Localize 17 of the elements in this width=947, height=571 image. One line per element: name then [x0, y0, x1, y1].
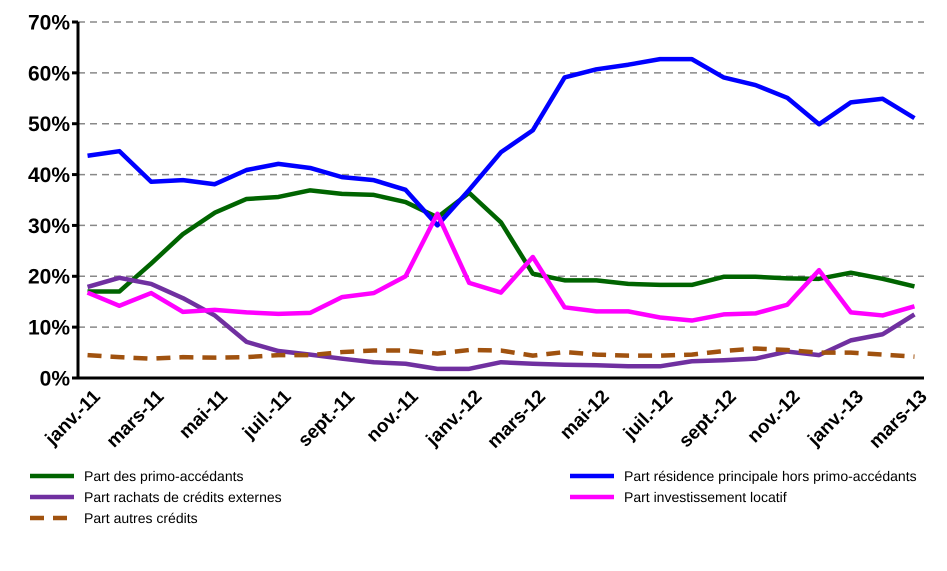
legend-label: Part résidence principale hors primo-accédants — [624, 468, 917, 484]
y-tick-label: 60% — [28, 62, 70, 86]
legend-label: Part investissement locatif — [624, 489, 787, 505]
line-series — [85, 346, 917, 361]
line-series — [85, 276, 917, 372]
y-tick-label: 50% — [28, 113, 70, 136]
y-tick-label: 20% — [28, 266, 70, 289]
line-series — [85, 56, 917, 228]
y-tick-label: 0% — [40, 367, 70, 390]
legend-label: Part rachats de crédits externes — [84, 489, 282, 505]
line-series — [85, 211, 917, 323]
y-tick-label: 70% — [28, 11, 70, 34]
y-tick-label: 30% — [28, 214, 70, 238]
legend-label: Part des primo-accédants — [84, 468, 244, 484]
y-tick-label: 10% — [28, 316, 70, 340]
y-tick-label: 40% — [28, 164, 70, 188]
legend-label: Part autres crédits — [84, 510, 198, 526]
